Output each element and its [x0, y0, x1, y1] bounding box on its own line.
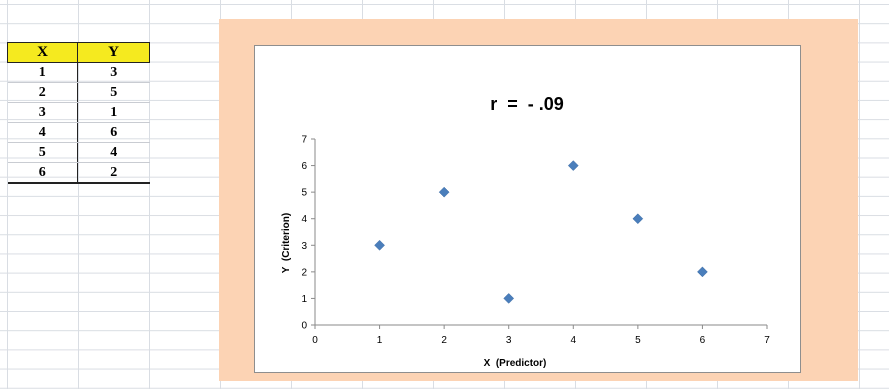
- y-tick-label: 1: [301, 294, 307, 305]
- cell-y[interactable]: 5: [77, 82, 150, 103]
- x-tick-label: 5: [635, 335, 641, 346]
- chart-frame[interactable]: r = - .09 0 1 2 3 4 5 6 7 0 1 2 3 4 5 6 7 X (Predictor)…: [254, 45, 801, 373]
- data-point[interactable]: [567, 160, 579, 171]
- y-tick-label: 0: [301, 321, 307, 332]
- header-x[interactable]: X: [7, 42, 78, 63]
- data-point[interactable]: [697, 266, 708, 278]
- data-point[interactable]: [632, 213, 644, 225]
- x-tick-label: 0: [312, 335, 318, 346]
- x-tick-label: 3: [506, 335, 512, 346]
- data-table: X Y 1 3 2 5 3 1 4 6 5 4 6 2: [7, 42, 150, 184]
- x-tick-label: 2: [441, 335, 447, 346]
- table-row: 5 4: [7, 142, 150, 163]
- cell-y[interactable]: 6: [77, 122, 150, 143]
- y-tick-label: 7: [301, 135, 307, 146]
- y-tick-label: 3: [301, 241, 307, 252]
- cell-y[interactable]: 1: [77, 102, 150, 123]
- data-point[interactable]: [374, 239, 385, 251]
- x-tick-label: 7: [764, 335, 770, 346]
- y-tick-label: 6: [301, 161, 307, 172]
- table-row: 6 2: [7, 162, 150, 184]
- x-tick-label: 4: [571, 335, 577, 346]
- chart-area[interactable]: r = - .09 0 1 2 3 4 5 6 7 0 1 2 3 4 5 6 7 X (Predictor)…: [219, 19, 858, 381]
- scatter-chart[interactable]: r = - .09 0 1 2 3 4 5 6 7 0 1 2 3 4 5 6 7 X (Predictor)…: [255, 46, 800, 372]
- y-tick-label: 5: [301, 188, 307, 199]
- table-row: 4 6: [7, 122, 150, 143]
- x-tick-label: 1: [377, 335, 383, 346]
- table-header-row: X Y: [7, 42, 150, 63]
- chart-title: r = - .09: [490, 94, 564, 114]
- y-tick-label: 2: [301, 267, 307, 278]
- header-y[interactable]: Y: [77, 42, 150, 63]
- data-point[interactable]: [503, 293, 515, 304]
- x-tick-label: 6: [700, 335, 706, 346]
- data-point[interactable]: [438, 186, 450, 198]
- y-tick-label: 4: [301, 214, 307, 225]
- cell-x[interactable]: 5: [7, 142, 78, 163]
- cell-y[interactable]: 2: [77, 162, 150, 184]
- cell-y[interactable]: 3: [77, 62, 150, 83]
- cell-y[interactable]: 4: [77, 142, 150, 163]
- cell-x[interactable]: 3: [7, 102, 78, 123]
- cell-x[interactable]: 1: [7, 62, 78, 83]
- table-row: 1 3: [7, 62, 150, 83]
- y-axis-label: Y (Criterion): [281, 213, 292, 273]
- table-row: 3 1: [7, 102, 150, 123]
- cell-x[interactable]: 2: [7, 82, 78, 103]
- cell-x[interactable]: 6: [7, 162, 78, 184]
- table-row: 2 5: [7, 82, 150, 103]
- x-axis-label: X (Predictor): [484, 358, 547, 369]
- cell-x[interactable]: 4: [7, 122, 78, 143]
